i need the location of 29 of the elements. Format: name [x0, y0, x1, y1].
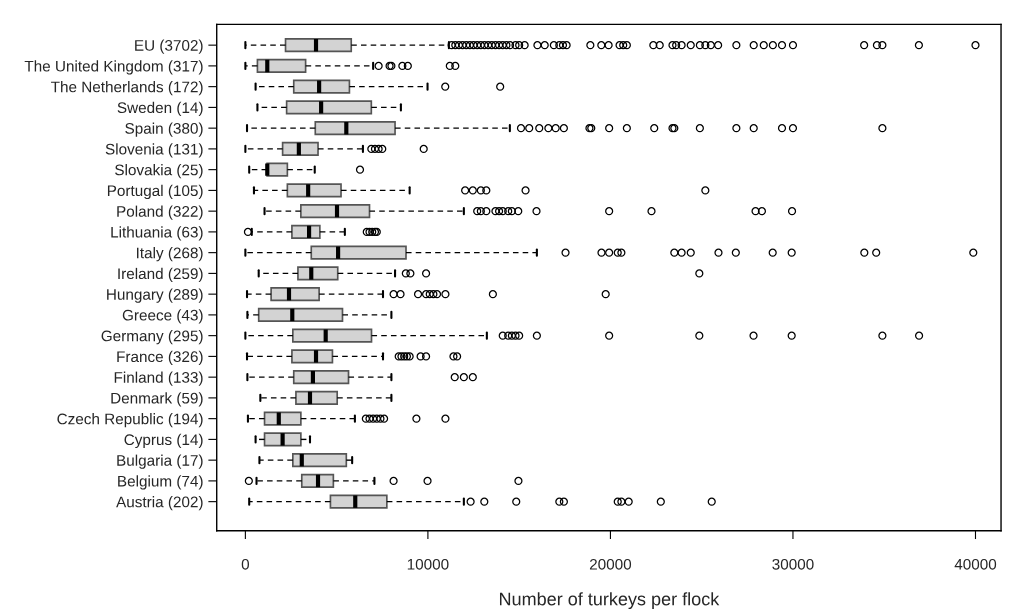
y-tick-label: Spain (380) — [125, 122, 203, 137]
x-tick-label: 40000 — [954, 558, 997, 570]
y-tick-label: Poland (322) — [117, 205, 203, 220]
y-tick-label: Greece (43) — [122, 309, 203, 324]
y-tick-label: Finland (133) — [114, 371, 203, 386]
y-tick-label: The Netherlands (172) — [51, 81, 203, 96]
y-tick-label: Hungary (289) — [107, 288, 203, 303]
y-tick-label: Czech Republic (194) — [57, 413, 203, 428]
y-tick-label: Belgium (74) — [118, 475, 203, 490]
y-tick-label: Slovenia (131) — [105, 143, 203, 158]
y-tick-label: Cyprus (14) — [124, 433, 203, 449]
y-tick-label: Italy (268) — [137, 247, 203, 262]
y-tick-label: Slovakia (25) — [115, 164, 203, 179]
x-axis-title: Number of turkeys per flock — [499, 592, 720, 609]
y-tick-label: Lithuania (63) — [111, 226, 203, 241]
y-tick-label: Portugal (105) — [107, 184, 203, 200]
x-tick-label: 20000 — [589, 558, 632, 570]
y-tick-label: EU (3702) — [135, 39, 203, 54]
y-tick-label: Denmark (59) — [111, 392, 203, 407]
y-tick-label: Austria (202) — [116, 496, 203, 511]
y-tick-label: Bulgaria (17) — [117, 454, 203, 469]
y-tick-label: Ireland (259) — [118, 267, 203, 283]
y-tick-label: The United Kingdom (317) — [24, 60, 203, 75]
x-tick-label: 10000 — [407, 558, 449, 570]
x-tick-label: 30000 — [772, 558, 814, 570]
y-tick-label: Sweden (14) — [117, 101, 203, 117]
y-tick-label: Germany (295) — [101, 330, 203, 345]
y-tick-label: France (326) — [117, 350, 203, 366]
x-tick-label: 0 — [241, 558, 250, 570]
